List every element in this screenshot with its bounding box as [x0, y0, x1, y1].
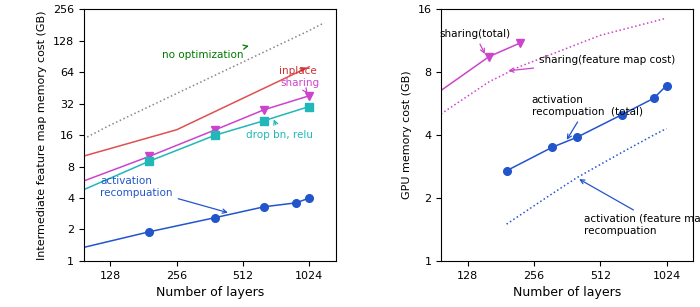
Y-axis label: GPU memory cost (GB): GPU memory cost (GB) — [402, 71, 412, 199]
Y-axis label: Intermediate feature map memory cost (GB): Intermediate feature map memory cost (GB… — [38, 10, 48, 260]
Text: activation
recompuation  (total): activation recompuation (total) — [532, 95, 643, 138]
Text: activation (feature map cost)
recompuation: activation (feature map cost) recompuati… — [580, 180, 700, 236]
Text: sharing: sharing — [281, 78, 320, 93]
Text: sharing(total): sharing(total) — [440, 29, 510, 53]
Text: sharing(feature map cost): sharing(feature map cost) — [510, 56, 676, 72]
Text: drop bn, relu: drop bn, relu — [246, 121, 313, 140]
X-axis label: Number of layers: Number of layers — [155, 286, 264, 299]
Text: inplace: inplace — [279, 66, 317, 76]
Text: no optimization: no optimization — [162, 45, 248, 60]
Text: activation
recompuation: activation recompuation — [100, 176, 227, 213]
X-axis label: Number of layers: Number of layers — [513, 286, 622, 299]
